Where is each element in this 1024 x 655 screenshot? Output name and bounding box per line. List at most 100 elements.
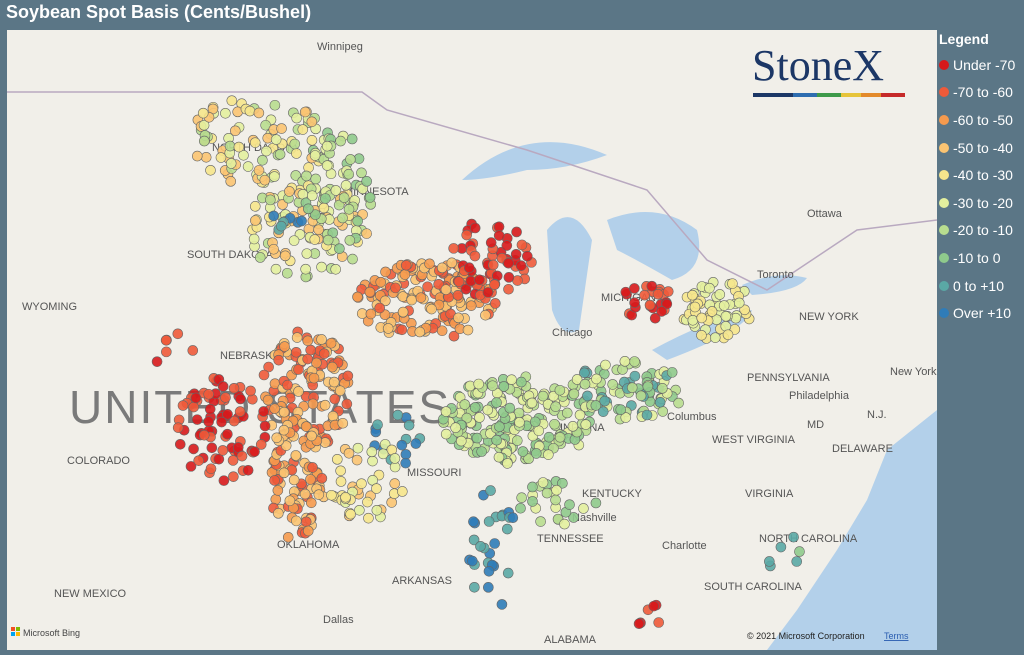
map-point[interactable] [269,403,280,415]
legend-item[interactable]: -10 to 0 [939,244,1015,272]
map-point[interactable] [365,308,377,320]
map-point[interactable] [496,599,508,610]
map-point[interactable] [473,378,484,390]
map-point[interactable] [316,261,327,273]
map-point[interactable] [414,326,426,338]
map-point[interactable] [567,421,579,432]
map-point[interactable] [290,170,302,181]
map-point[interactable] [474,412,485,423]
map-point[interactable] [521,250,533,262]
map-point[interactable] [533,425,545,437]
map-point[interactable] [302,353,313,365]
terms-link[interactable]: Terms [884,631,909,641]
map-point[interactable] [257,154,268,166]
map-point[interactable] [764,556,775,567]
map-point[interactable] [345,154,356,165]
map-point[interactable] [467,555,478,567]
map-point[interactable] [498,381,510,392]
map-point[interactable] [607,379,618,390]
map-point[interactable] [319,399,331,411]
map-point[interactable] [361,176,372,187]
map-point[interactable] [516,492,527,504]
map-point[interactable] [487,259,499,271]
map-point[interactable] [579,378,591,390]
map-point[interactable] [599,395,611,407]
map-point[interactable] [653,617,664,628]
map-point[interactable] [579,367,590,379]
map-point[interactable] [559,518,570,530]
legend-item[interactable]: -40 to -30 [939,161,1015,189]
map-point[interactable] [270,494,282,505]
map-point[interactable] [648,600,660,612]
map-point[interactable] [308,372,320,384]
map-point[interactable] [791,556,803,567]
map-point[interactable] [403,420,415,431]
map-point[interactable] [629,283,640,294]
map-point[interactable] [397,306,409,318]
map-point[interactable] [455,435,467,447]
map-point[interactable] [362,496,373,508]
map-point[interactable] [689,301,701,313]
map-point[interactable] [406,294,418,306]
map-point[interactable] [291,332,303,343]
map-point[interactable] [561,407,573,419]
map-point[interactable] [485,485,496,496]
map-point[interactable] [289,138,301,150]
map-point[interactable] [483,516,495,527]
map-point[interactable] [225,176,237,187]
map-point[interactable] [465,300,477,311]
map-point[interactable] [564,499,575,510]
map-point[interactable] [600,359,611,371]
map-point[interactable] [263,361,274,373]
map-point[interactable] [172,422,184,433]
map-point[interactable] [491,434,502,446]
map-point[interactable] [399,269,411,280]
map-point[interactable] [335,465,346,477]
map-point[interactable] [249,201,261,212]
map-point[interactable] [217,445,229,456]
map-point[interactable] [346,133,358,145]
map-point[interactable] [469,581,480,593]
map-point[interactable] [225,158,237,169]
map-point[interactable] [306,190,318,202]
legend-item[interactable]: -70 to -60 [939,79,1015,107]
map-point[interactable] [307,398,319,410]
map-point[interactable] [265,194,276,206]
map-point[interactable] [318,348,330,359]
map-point[interactable] [278,467,290,479]
map-point[interactable] [502,458,513,469]
map-point[interactable] [193,455,205,466]
map-point[interactable] [642,381,654,392]
map-point[interactable] [657,406,669,417]
map-point[interactable] [400,260,412,271]
map-point[interactable] [305,344,316,356]
map-point[interactable] [557,477,568,489]
map-point[interactable] [300,263,311,275]
map-point[interactable] [527,496,538,507]
map-point[interactable] [228,382,240,394]
map-point[interactable] [493,451,505,463]
map-point[interactable] [578,503,589,514]
map-point[interactable] [493,230,505,241]
map-point[interactable] [662,286,674,297]
map-point[interactable] [352,442,364,454]
map-point[interactable] [654,397,666,408]
map-point[interactable] [397,291,409,302]
map-point[interactable] [203,388,214,400]
map-point[interactable] [331,454,343,465]
map-point[interactable] [372,419,383,430]
map-point[interactable] [290,450,302,461]
map-point[interactable] [364,286,376,298]
map-point[interactable] [222,428,233,440]
map-point[interactable] [526,397,538,409]
map-point[interactable] [504,402,516,414]
legend-item[interactable]: Over +10 [939,299,1015,327]
map-point[interactable] [255,439,267,450]
map-point[interactable] [188,401,200,413]
map-point[interactable] [549,418,560,430]
map-point[interactable] [356,478,367,489]
map-point[interactable] [220,107,231,119]
map-point[interactable] [272,485,284,496]
map-point[interactable] [397,486,408,497]
map-point[interactable] [340,180,352,191]
